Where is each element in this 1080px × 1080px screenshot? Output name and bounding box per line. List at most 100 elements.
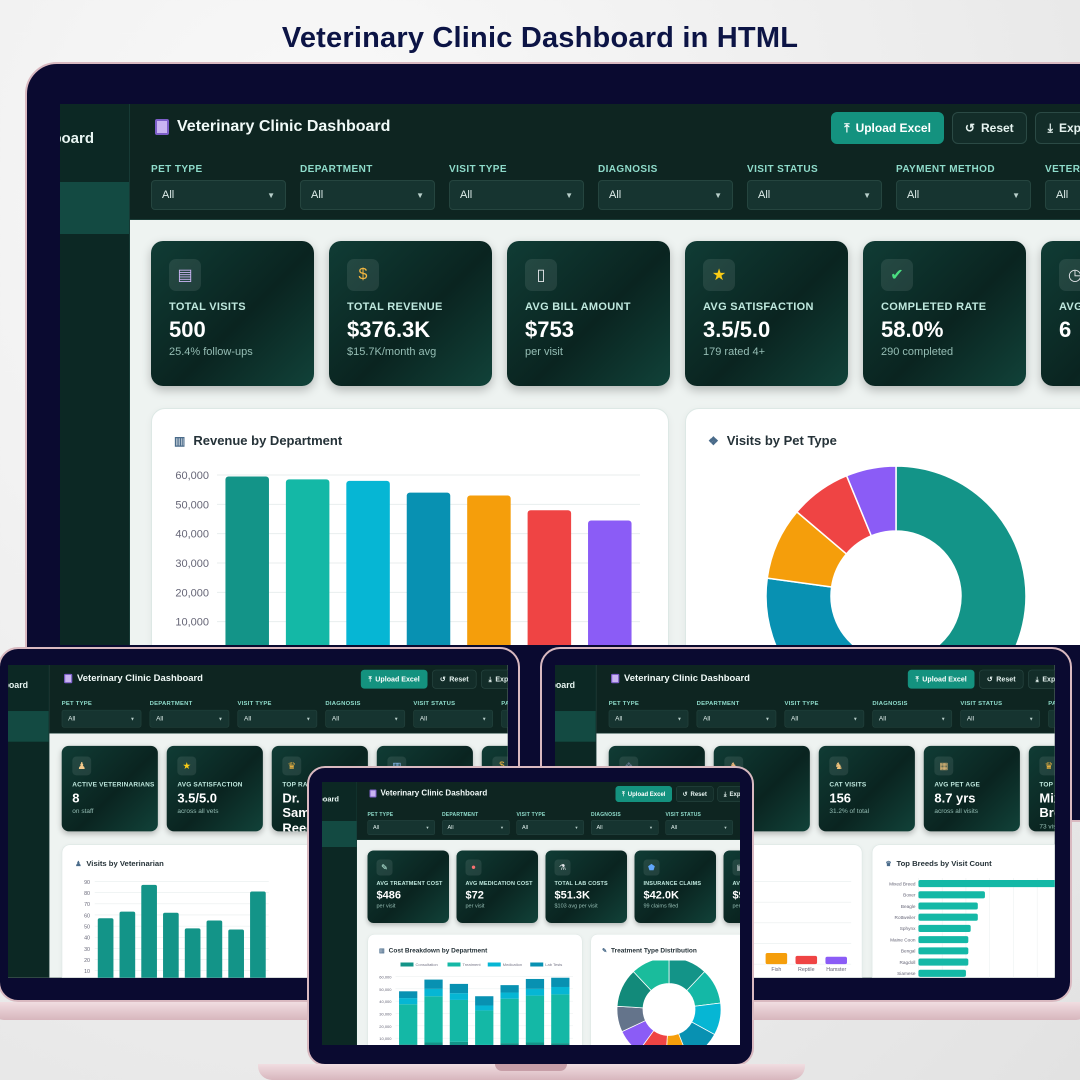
bar xyxy=(225,476,269,645)
legend-label: Treatment xyxy=(463,962,482,967)
y-tick-label: 60,000 xyxy=(379,975,392,980)
filter-select[interactable]: All▼ xyxy=(872,709,953,728)
kpi-subtext: across all vets xyxy=(177,807,219,816)
filter-select[interactable]: All▼ xyxy=(237,709,318,728)
clipboard-icon xyxy=(369,789,377,798)
check-icon: ✔ xyxy=(881,259,913,291)
chart-card-visits-by-pet-type: ❖ Visits by Pet Type xyxy=(685,408,1080,645)
kpi-card: ▦ AVG PET AGE 8.7 yrs across all visits xyxy=(923,745,1020,832)
export-button-label: Export xyxy=(729,790,740,798)
sidebar-brand: Dashboard xyxy=(8,680,29,691)
clipboard-icon xyxy=(64,673,73,684)
y-tick-label: 80 xyxy=(84,891,90,897)
chevron-down-icon: ▼ xyxy=(305,716,311,722)
chevron-down-icon: ▼ xyxy=(765,716,770,722)
sidebar-item-active[interactable] xyxy=(322,821,357,847)
filter-select[interactable]: All▼ xyxy=(608,709,689,728)
filter-select[interactable]: All▼ xyxy=(696,709,777,728)
filter-value: All xyxy=(419,715,428,723)
upload-excel-button[interactable]: ⤒ Upload Excel xyxy=(360,669,428,689)
filter-select[interactable]: All▼ xyxy=(665,820,733,835)
filter-visit-status: VISIT STATUS All ▼ xyxy=(665,812,733,835)
reset-button[interactable]: ↺ Reset xyxy=(979,669,1024,689)
syringe-icon: ✎ xyxy=(602,946,608,954)
upload-excel-button[interactable]: ⤒ Upload Excel xyxy=(907,669,975,689)
chart-title: ♟ Visits by Veterinarian xyxy=(75,859,164,868)
bar xyxy=(918,936,969,944)
filter-select[interactable]: All▼ xyxy=(747,180,882,210)
filter-select[interactable]: All▼ xyxy=(449,180,584,210)
filter-label: DEPARTMENT xyxy=(696,700,740,707)
filter-select[interactable]: All▼ xyxy=(325,709,406,728)
stacked-bar-segment xyxy=(551,1043,570,1045)
filter-select[interactable]: All▼ xyxy=(591,820,659,835)
filter-value: All xyxy=(671,824,678,831)
legend-label: Medication xyxy=(503,962,522,967)
y-tick-label: 10 xyxy=(84,969,90,975)
filter-select[interactable]: All▼ xyxy=(960,709,1040,728)
reset-button[interactable]: ↺ Reset xyxy=(432,669,477,689)
filter-select[interactable]: All▼ xyxy=(1045,180,1080,210)
kpi-card: ⬟ INSURANCE CLAIMS $42.0K 99 claims filed xyxy=(634,850,716,923)
chevron-down-icon: ▼ xyxy=(940,716,946,722)
export-button[interactable]: ⤓Export xyxy=(1034,112,1080,144)
stacked-bar-segment xyxy=(449,993,469,1000)
export-icon: ⤓ xyxy=(1035,674,1039,683)
trophy-icon: ♛ xyxy=(282,756,302,776)
y-tick-label: 30,000 xyxy=(175,558,209,570)
filter-select[interactable]: All▼ xyxy=(516,820,584,835)
kpi-card: ◷ AVG 6 xyxy=(1041,241,1080,386)
chart-row: ▥Revenue by Department010,00020,00030,00… xyxy=(151,408,1080,645)
kpi-card: ♛ TOP BREEDMixed Breed73 visits xyxy=(1028,745,1055,832)
export-button[interactable]: ⤓Export xyxy=(480,669,508,689)
reset-button[interactable]: ↺ Reset xyxy=(675,786,714,802)
chevron-down-icon: ▼ xyxy=(218,716,223,722)
kpi-card: ♞ CAT VISITS 156 31.2% of total xyxy=(818,745,915,832)
filter-select[interactable]: All▼ xyxy=(1048,709,1055,728)
kpi-value: $42.0K xyxy=(643,888,679,902)
bar xyxy=(228,929,244,978)
kpi-card: ♟ ACTIVE VETERINARIANS 8 on staff xyxy=(61,745,158,832)
filter-select[interactable]: All▼ xyxy=(442,820,510,835)
filter-select[interactable]: All▼ xyxy=(501,709,508,728)
reset-button[interactable]: ↺ Reset xyxy=(951,112,1027,144)
filter-select[interactable]: All▼ xyxy=(300,180,435,210)
filter-select[interactable]: All▼ xyxy=(61,709,142,728)
sidebar-item-active[interactable] xyxy=(555,711,596,742)
filter-select[interactable]: All▼ xyxy=(367,820,435,835)
sidebar-item-active[interactable] xyxy=(8,711,49,742)
kpi-card: ⚗ TOTAL LAB COSTS $51.3K $103 avg per visit xyxy=(545,850,627,923)
stacked-bar-segment xyxy=(551,994,570,1044)
building-icon: ▥ xyxy=(174,433,186,448)
clock-icon: ◷ xyxy=(1059,259,1080,291)
filter-payment-method: PAYMENT METHOD All ▼ xyxy=(896,164,1031,210)
upload-excel-button[interactable]: ⤒ Upload Excel xyxy=(615,786,672,802)
sidebar-item-active[interactable] xyxy=(60,182,129,234)
flask-icon: ⚗ xyxy=(554,859,571,876)
legend-label: Lab Tests xyxy=(545,962,562,967)
filter-select[interactable]: All▼ xyxy=(149,709,230,728)
y-tick-label: 20 xyxy=(84,958,90,964)
kpi-card: $ TOTAL REVENUE $376.3K $15.7K/month avg xyxy=(329,241,492,386)
y-tick-label: 40,000 xyxy=(175,529,209,541)
upload-excel-button[interactable]: ⤒ Upload Excel xyxy=(831,112,944,144)
chevron-down-icon: ▼ xyxy=(1012,190,1020,200)
filter-select[interactable]: All▼ xyxy=(151,180,286,210)
export-button[interactable]: ⤓Export xyxy=(1027,669,1055,689)
export-button[interactable]: ⤓Export xyxy=(717,786,740,802)
filter-select[interactable]: All▼ xyxy=(598,180,733,210)
bar xyxy=(918,902,978,910)
donut-slice xyxy=(845,465,897,537)
bar xyxy=(163,912,179,978)
stacked-bar-segment xyxy=(449,983,469,994)
sidebar: Dashboard xyxy=(8,665,50,978)
donut-slice xyxy=(765,577,855,645)
y-tick-label: 50 xyxy=(84,924,90,930)
filter-select[interactable]: All▼ xyxy=(413,709,493,728)
filter-select[interactable]: All▼ xyxy=(896,180,1031,210)
chart-row: ♟Visits by Veterinarian01020304050607080… xyxy=(61,844,496,978)
filter-value: All xyxy=(311,189,324,201)
bar xyxy=(918,969,966,977)
bar xyxy=(527,510,572,645)
filter-select[interactable]: All▼ xyxy=(784,709,865,728)
